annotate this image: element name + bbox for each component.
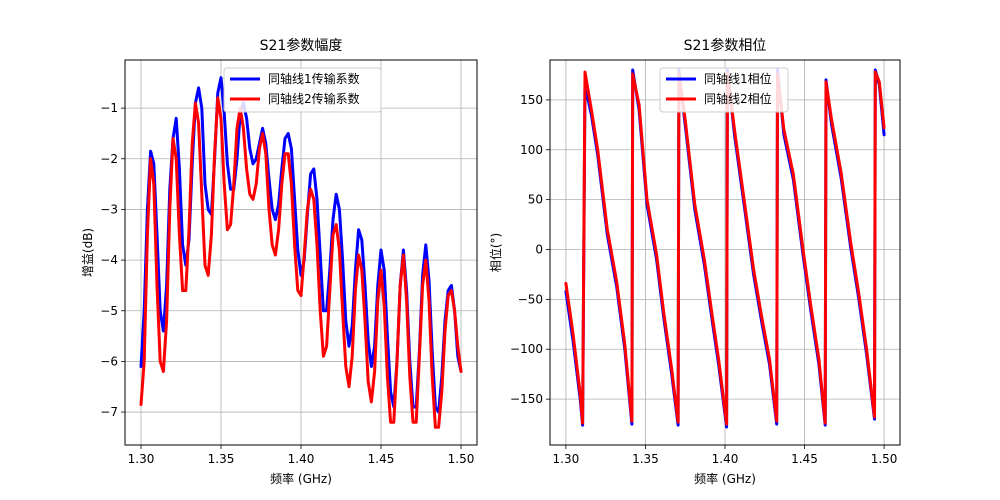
chart-title: S21参数相位 xyxy=(684,37,767,54)
y-axis-label: 增益(dB) xyxy=(81,228,95,277)
y-tick-label: 100 xyxy=(520,143,543,157)
y-tick-label: −100 xyxy=(510,342,543,356)
legend-box xyxy=(223,67,382,113)
x-axis-label: 频率 (GHz) xyxy=(694,471,756,486)
y-tick-label: −150 xyxy=(510,392,543,406)
x-tick-label: 1.45 xyxy=(791,452,818,466)
x-tick-label: 1.30 xyxy=(553,452,580,466)
chart-s21-magnitude: 1.30 1.35 1.40 1.45 1.50 −7 −6 −5 −4 −3 −2 −1 S21参数幅… xyxy=(81,37,478,486)
y-tick-label: −3 xyxy=(100,202,118,216)
y-tick-label: −5 xyxy=(100,304,118,318)
legend-label-1: 同轴线1传输系数 xyxy=(268,71,360,86)
y-tick-label: −4 xyxy=(100,253,118,267)
y-tick-label: −1 xyxy=(100,101,118,115)
x-tick-label: 1.35 xyxy=(208,452,235,466)
series-line-2 xyxy=(564,70,886,426)
y-tick-label: 150 xyxy=(520,93,543,107)
legend-label-2: 同轴线2传输系数 xyxy=(268,91,360,106)
x-tick-label: 1.35 xyxy=(632,452,659,466)
legend-label-1: 同轴线1相位 xyxy=(704,71,772,86)
y-tick-label: 0 xyxy=(535,243,543,257)
x-tick-label: 1.50 xyxy=(871,452,898,466)
y-tick-label: −7 xyxy=(100,405,118,419)
x-tick-label: 1.40 xyxy=(712,452,739,466)
x-tick-label: 1.30 xyxy=(128,452,155,466)
legend-label-2: 同轴线2相位 xyxy=(704,91,772,106)
y-axis-label: 相位(°) xyxy=(488,233,503,272)
x-tick-label: 1.50 xyxy=(448,452,475,466)
series-line-2 xyxy=(139,96,463,429)
y-tick-label: −6 xyxy=(100,354,118,368)
chart-s21-phase: 1.30 1.35 1.40 1.45 1.50 −150 −100 −50 0 50 100 150… xyxy=(488,37,901,486)
x-tick-label: 1.40 xyxy=(288,452,315,466)
y-tick-label: 50 xyxy=(528,193,543,207)
x-axis-label: 频率 (GHz) xyxy=(270,471,332,486)
chart-title: S21参数幅度 xyxy=(260,37,343,54)
y-tick-label: −2 xyxy=(100,152,118,166)
x-tick-label: 1.45 xyxy=(368,452,395,466)
y-tick-label: −50 xyxy=(518,292,543,306)
